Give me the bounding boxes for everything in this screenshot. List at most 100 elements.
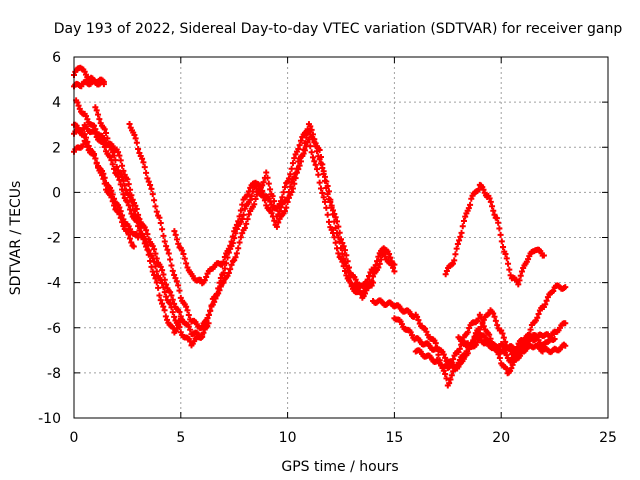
data-point	[462, 213, 469, 220]
data-point	[500, 334, 507, 341]
data-point	[126, 235, 133, 242]
data-point	[503, 365, 510, 372]
data-point	[309, 131, 316, 138]
data-point	[199, 331, 206, 338]
data-point	[524, 335, 531, 342]
data-point	[288, 165, 295, 172]
data-point	[159, 280, 166, 287]
data-point	[144, 175, 151, 182]
y-tick-label: 0	[52, 185, 61, 201]
data-point	[259, 182, 266, 189]
data-point	[320, 194, 327, 201]
data-point	[219, 261, 226, 268]
data-point	[240, 211, 247, 218]
data-point	[228, 238, 235, 245]
data-point	[143, 169, 150, 176]
data-point	[81, 131, 88, 138]
data-point	[111, 195, 118, 202]
data-point	[84, 143, 91, 150]
data-point	[332, 214, 339, 221]
data-point	[216, 279, 223, 286]
data-point	[456, 345, 463, 352]
series-track-7	[92, 104, 184, 336]
data-point	[308, 126, 315, 133]
data-point	[333, 218, 340, 225]
data-point	[251, 201, 258, 208]
data-point	[109, 191, 116, 198]
data-point	[141, 164, 148, 171]
data-point	[307, 123, 314, 130]
data-point	[148, 263, 155, 270]
data-point	[239, 230, 246, 237]
data-point	[247, 196, 254, 203]
data-point	[319, 161, 326, 168]
data-point	[391, 268, 398, 275]
data-point	[176, 308, 183, 315]
data-point	[155, 284, 162, 291]
data-point	[343, 252, 350, 259]
data-point	[162, 313, 169, 320]
data-point	[235, 218, 242, 225]
data-point	[83, 140, 90, 147]
series-track-6	[71, 137, 142, 241]
y-tick-label: 4	[52, 95, 61, 111]
data-point	[279, 194, 286, 201]
x-tick-label: 25	[599, 430, 617, 446]
data-point	[221, 265, 228, 272]
data-point	[502, 251, 509, 258]
data-point	[153, 279, 160, 286]
data-point	[495, 219, 502, 226]
data-point	[490, 310, 497, 317]
data-point	[492, 317, 499, 324]
data-point	[457, 233, 464, 240]
data-point	[505, 260, 512, 267]
data-point	[135, 214, 142, 221]
data-point	[117, 181, 124, 188]
data-point	[165, 250, 172, 257]
data-point	[168, 292, 175, 299]
data-point	[271, 198, 278, 205]
data-point	[172, 275, 179, 282]
data-point	[285, 189, 292, 196]
data-point	[366, 273, 373, 280]
data-point	[100, 170, 107, 177]
data-point	[281, 184, 288, 191]
data-point	[176, 287, 183, 294]
data-point	[220, 258, 227, 265]
data-point	[285, 175, 292, 182]
data-point	[486, 331, 493, 338]
data-point	[215, 285, 222, 292]
data-point	[333, 245, 340, 252]
data-point	[435, 351, 442, 358]
data-point	[423, 328, 430, 335]
data-point	[382, 253, 389, 260]
data-point	[527, 326, 534, 333]
data-point	[143, 243, 150, 250]
data-point	[476, 311, 483, 318]
data-point	[386, 251, 393, 258]
data-point	[289, 160, 296, 167]
data-point	[127, 194, 134, 201]
x-tick-labels: 0 5 10 15 20 25	[70, 430, 617, 446]
data-point	[268, 210, 275, 217]
data-point	[375, 253, 382, 260]
data-point	[91, 151, 98, 158]
data-point	[362, 290, 369, 297]
data-point	[332, 239, 339, 246]
series-track-2	[71, 77, 107, 90]
data-point	[233, 250, 240, 257]
data-point	[243, 220, 250, 227]
data-point	[152, 275, 159, 282]
data-point	[151, 246, 158, 253]
data-point	[317, 185, 324, 192]
y-tick-label: 6	[52, 50, 61, 66]
series-track-9	[171, 121, 398, 289]
data-point	[415, 317, 422, 324]
data-point	[131, 207, 138, 214]
data-point	[313, 166, 320, 173]
data-point	[229, 233, 236, 240]
data-point	[113, 163, 120, 170]
data-point	[227, 242, 234, 249]
data-point	[156, 292, 163, 299]
y-tick-label: -10	[38, 411, 61, 427]
